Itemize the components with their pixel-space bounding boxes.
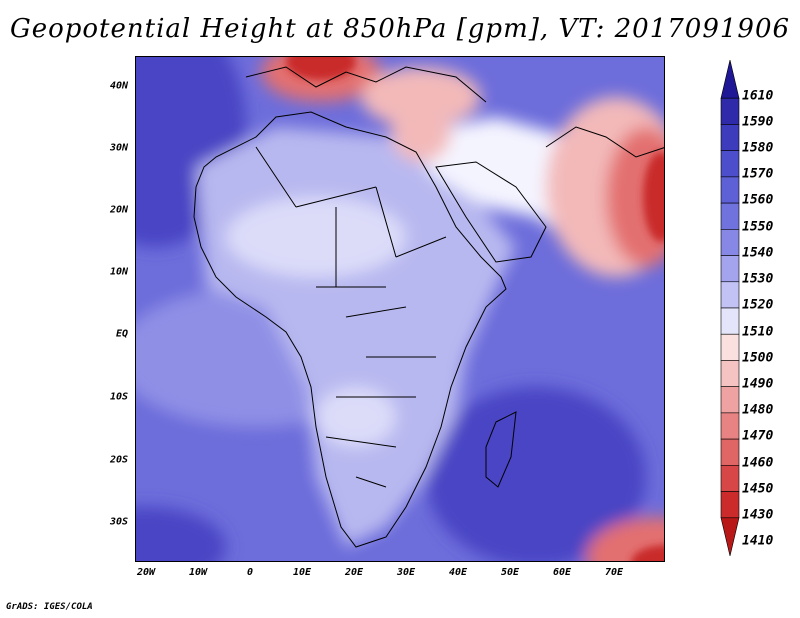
lat-label-eq: EQ [115, 328, 128, 340]
colorbar-label: 1470 [742, 428, 774, 444]
colorbar-label: 1510 [742, 324, 774, 340]
colorbar-label: 1520 [742, 297, 774, 313]
madagascar-outline [485, 411, 517, 488]
lat-label-10n: 10N [109, 266, 128, 278]
colorbar-cell [720, 491, 740, 519]
colorbar-label: 1540 [742, 245, 774, 261]
colorbar-label: 1450 [742, 481, 774, 497]
red-mid-india [606, 127, 664, 267]
colorbar-cell [720, 255, 740, 283]
colorbar-cell [720, 176, 740, 204]
lat-label-30s: 30S [109, 516, 128, 528]
colorbar-label: 1480 [742, 402, 774, 418]
dark-red-core-europe [286, 57, 356, 80]
lon-label-70e: 70E [604, 567, 624, 578]
colorbar-label: 1550 [742, 219, 774, 235]
lon-label-20e: 20E [344, 567, 364, 578]
lon-label-40e: 40E [448, 567, 468, 578]
red-light-turkey [361, 67, 481, 127]
colorbar-cell [720, 517, 740, 556]
colorbar-cell [720, 202, 740, 230]
colorbar-cell [720, 386, 740, 414]
geopotential-map [136, 57, 664, 561]
africa-coastline [193, 111, 507, 548]
dark-red-core-southeast [631, 545, 664, 561]
india-coast [545, 126, 664, 158]
arabia-outline [435, 161, 547, 263]
colorbar-cell [720, 97, 740, 125]
lon-label-0: 0 [246, 567, 254, 578]
colorbar-label: 1460 [742, 455, 774, 471]
lat-label-20s: 20S [109, 454, 128, 466]
colorbar-label: 1570 [742, 166, 774, 182]
colorbar-cell [720, 333, 740, 361]
colorbar-cell [720, 124, 740, 151]
colorbar-label: 1430 [742, 507, 774, 523]
lat-label-40n: 40N [109, 80, 128, 92]
colorbar-cell [720, 465, 740, 492]
colorbar-cell [720, 60, 740, 99]
colorbar-label: 1500 [742, 350, 774, 366]
lat-label-20n: 20N [109, 204, 128, 216]
pale-sahel [226, 197, 406, 277]
colorbar [720, 60, 740, 556]
colorbar-label: 1490 [742, 376, 774, 392]
credit-text: GrADS: IGES/COLA [6, 602, 93, 612]
lat-label-30n: 30N [109, 142, 128, 154]
colorbar-cell [720, 307, 740, 335]
colorbar-label: 1410 [742, 533, 774, 549]
pale-congo [316, 387, 396, 447]
colorbar-label: 1590 [742, 114, 774, 130]
deep-low-southwest [136, 507, 226, 561]
colorbar-label: 1560 [742, 192, 774, 208]
colorbar-label: 1580 [742, 140, 774, 156]
dark-red-core-india [643, 152, 664, 242]
lon-label-60e: 60E [552, 567, 572, 578]
chart-title: Geopotential Height at 850hPa [gpm], VT:… [9, 14, 791, 44]
colorbar-cell [720, 281, 740, 309]
colorbar-label: 1610 [742, 88, 774, 104]
colorbar-cell [720, 438, 740, 466]
coastline-outlines [193, 66, 664, 548]
red-light-levant [391, 102, 451, 162]
colorbar-cell [720, 412, 740, 440]
lon-label-20w: 20W [136, 567, 156, 578]
lon-label-50e: 50E [500, 567, 520, 578]
lat-label-10s: 10S [109, 391, 128, 403]
lon-label-10w: 10W [188, 567, 208, 578]
colorbar-cell [720, 229, 740, 256]
colorbar-cell [720, 360, 740, 387]
country-borders [255, 146, 447, 488]
lon-label-10e: 10E [292, 567, 312, 578]
mediterranean-coast [245, 66, 487, 103]
map-panel [135, 56, 665, 562]
lon-label-30e: 30E [396, 567, 416, 578]
colorbar-label: 1530 [742, 271, 774, 287]
colorbar-cell [720, 150, 740, 178]
deep-low-madagascar [426, 387, 646, 561]
